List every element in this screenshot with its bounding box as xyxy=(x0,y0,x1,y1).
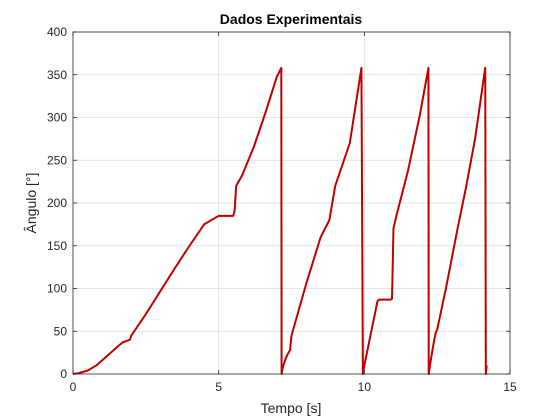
y-tick-label: 350 xyxy=(47,68,67,82)
y-tick-label: 400 xyxy=(47,25,67,39)
x-axis-label: Tempo [s] xyxy=(261,400,322,416)
y-axis-label: Ângulo [°] xyxy=(23,173,39,234)
series-group xyxy=(72,66,488,375)
y-tick-label: 300 xyxy=(47,111,67,125)
x-tick-label: 5 xyxy=(215,380,222,394)
y-tick-label: 200 xyxy=(47,196,67,210)
series-line-0 xyxy=(72,66,488,375)
y-tick-label: 0 xyxy=(60,367,67,381)
y-tick-label: 250 xyxy=(47,153,67,167)
grid-lines xyxy=(73,32,510,374)
y-tick-label: 100 xyxy=(47,282,67,296)
y-tick-label: 50 xyxy=(54,324,68,338)
x-tick-label: 10 xyxy=(358,380,372,394)
x-tick-label: 15 xyxy=(503,380,517,394)
chart-title: Dados Experimentais xyxy=(220,11,363,27)
x-tick-label: 0 xyxy=(70,380,77,394)
y-tick-label: 150 xyxy=(47,239,67,253)
